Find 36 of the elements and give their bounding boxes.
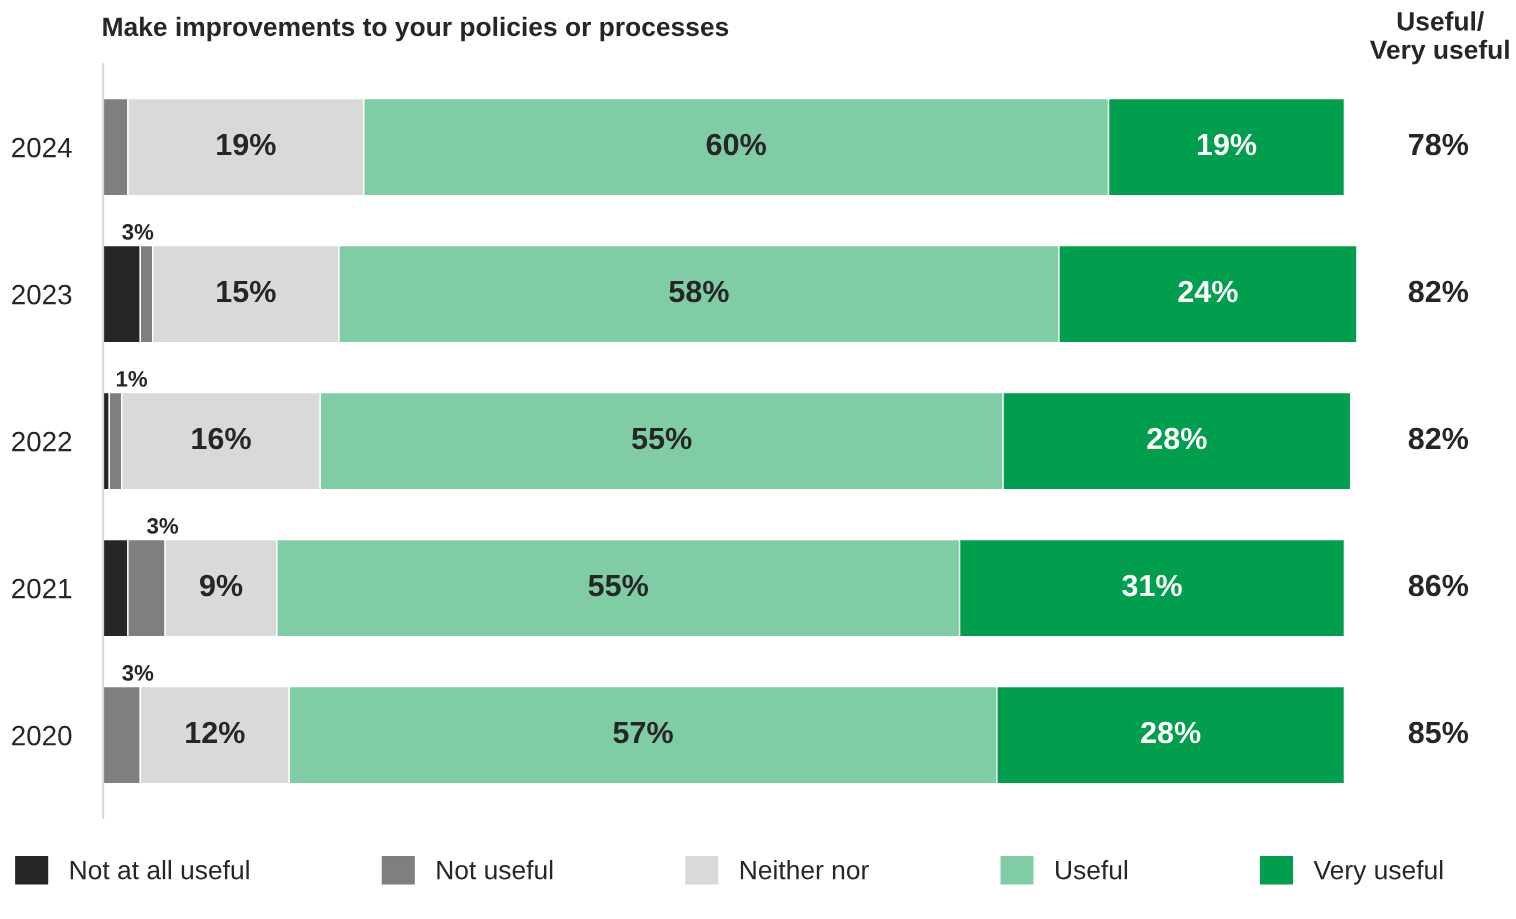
data-label: 9% xyxy=(199,574,243,597)
data-label: 12% xyxy=(186,721,245,744)
data-label: 55% xyxy=(588,574,649,597)
data-label: 24% xyxy=(1178,280,1238,303)
data-label: 19% xyxy=(1197,133,1257,156)
data-label: 3% xyxy=(122,665,154,681)
text: 85% xyxy=(1408,721,1469,744)
data-label: 55% xyxy=(632,427,692,450)
data-label: 28% xyxy=(1147,427,1207,450)
data-label: 16% xyxy=(192,427,251,450)
text: Useful/ Very useful xyxy=(1369,11,1509,65)
legend-label: Not useful xyxy=(437,860,553,880)
y-tick-label: 2021 xyxy=(12,578,72,599)
y-tick-label: 2022 xyxy=(12,431,72,452)
chart-title: Make improvements to your policies or processes xyxy=(103,16,729,42)
data-label: 3% xyxy=(147,518,179,534)
data-label: 19% xyxy=(217,133,276,156)
legend-label: Useful xyxy=(1056,860,1128,880)
data-label: 1% xyxy=(116,371,148,387)
data-label: 60% xyxy=(706,133,766,156)
data-label: 31% xyxy=(1122,574,1182,597)
text: 86% xyxy=(1408,574,1469,597)
data-label: 28% xyxy=(1141,721,1201,744)
y-tick-label: 2023 xyxy=(12,284,72,305)
legend-label: Very useful xyxy=(1313,860,1443,885)
text: 82% xyxy=(1408,427,1469,450)
data-label: 58% xyxy=(669,280,729,303)
text: 82% xyxy=(1408,280,1469,303)
y-tick-label: 2024 xyxy=(12,137,72,158)
legend-label: Not at all useful xyxy=(70,860,249,880)
legend-label: Neither nor xyxy=(740,860,869,880)
data-label: 3% xyxy=(122,224,154,240)
text: 78% xyxy=(1409,133,1469,156)
data-label: 57% xyxy=(613,721,673,744)
data-label: 15% xyxy=(217,280,276,303)
y-tick-label: 2020 xyxy=(12,725,72,746)
